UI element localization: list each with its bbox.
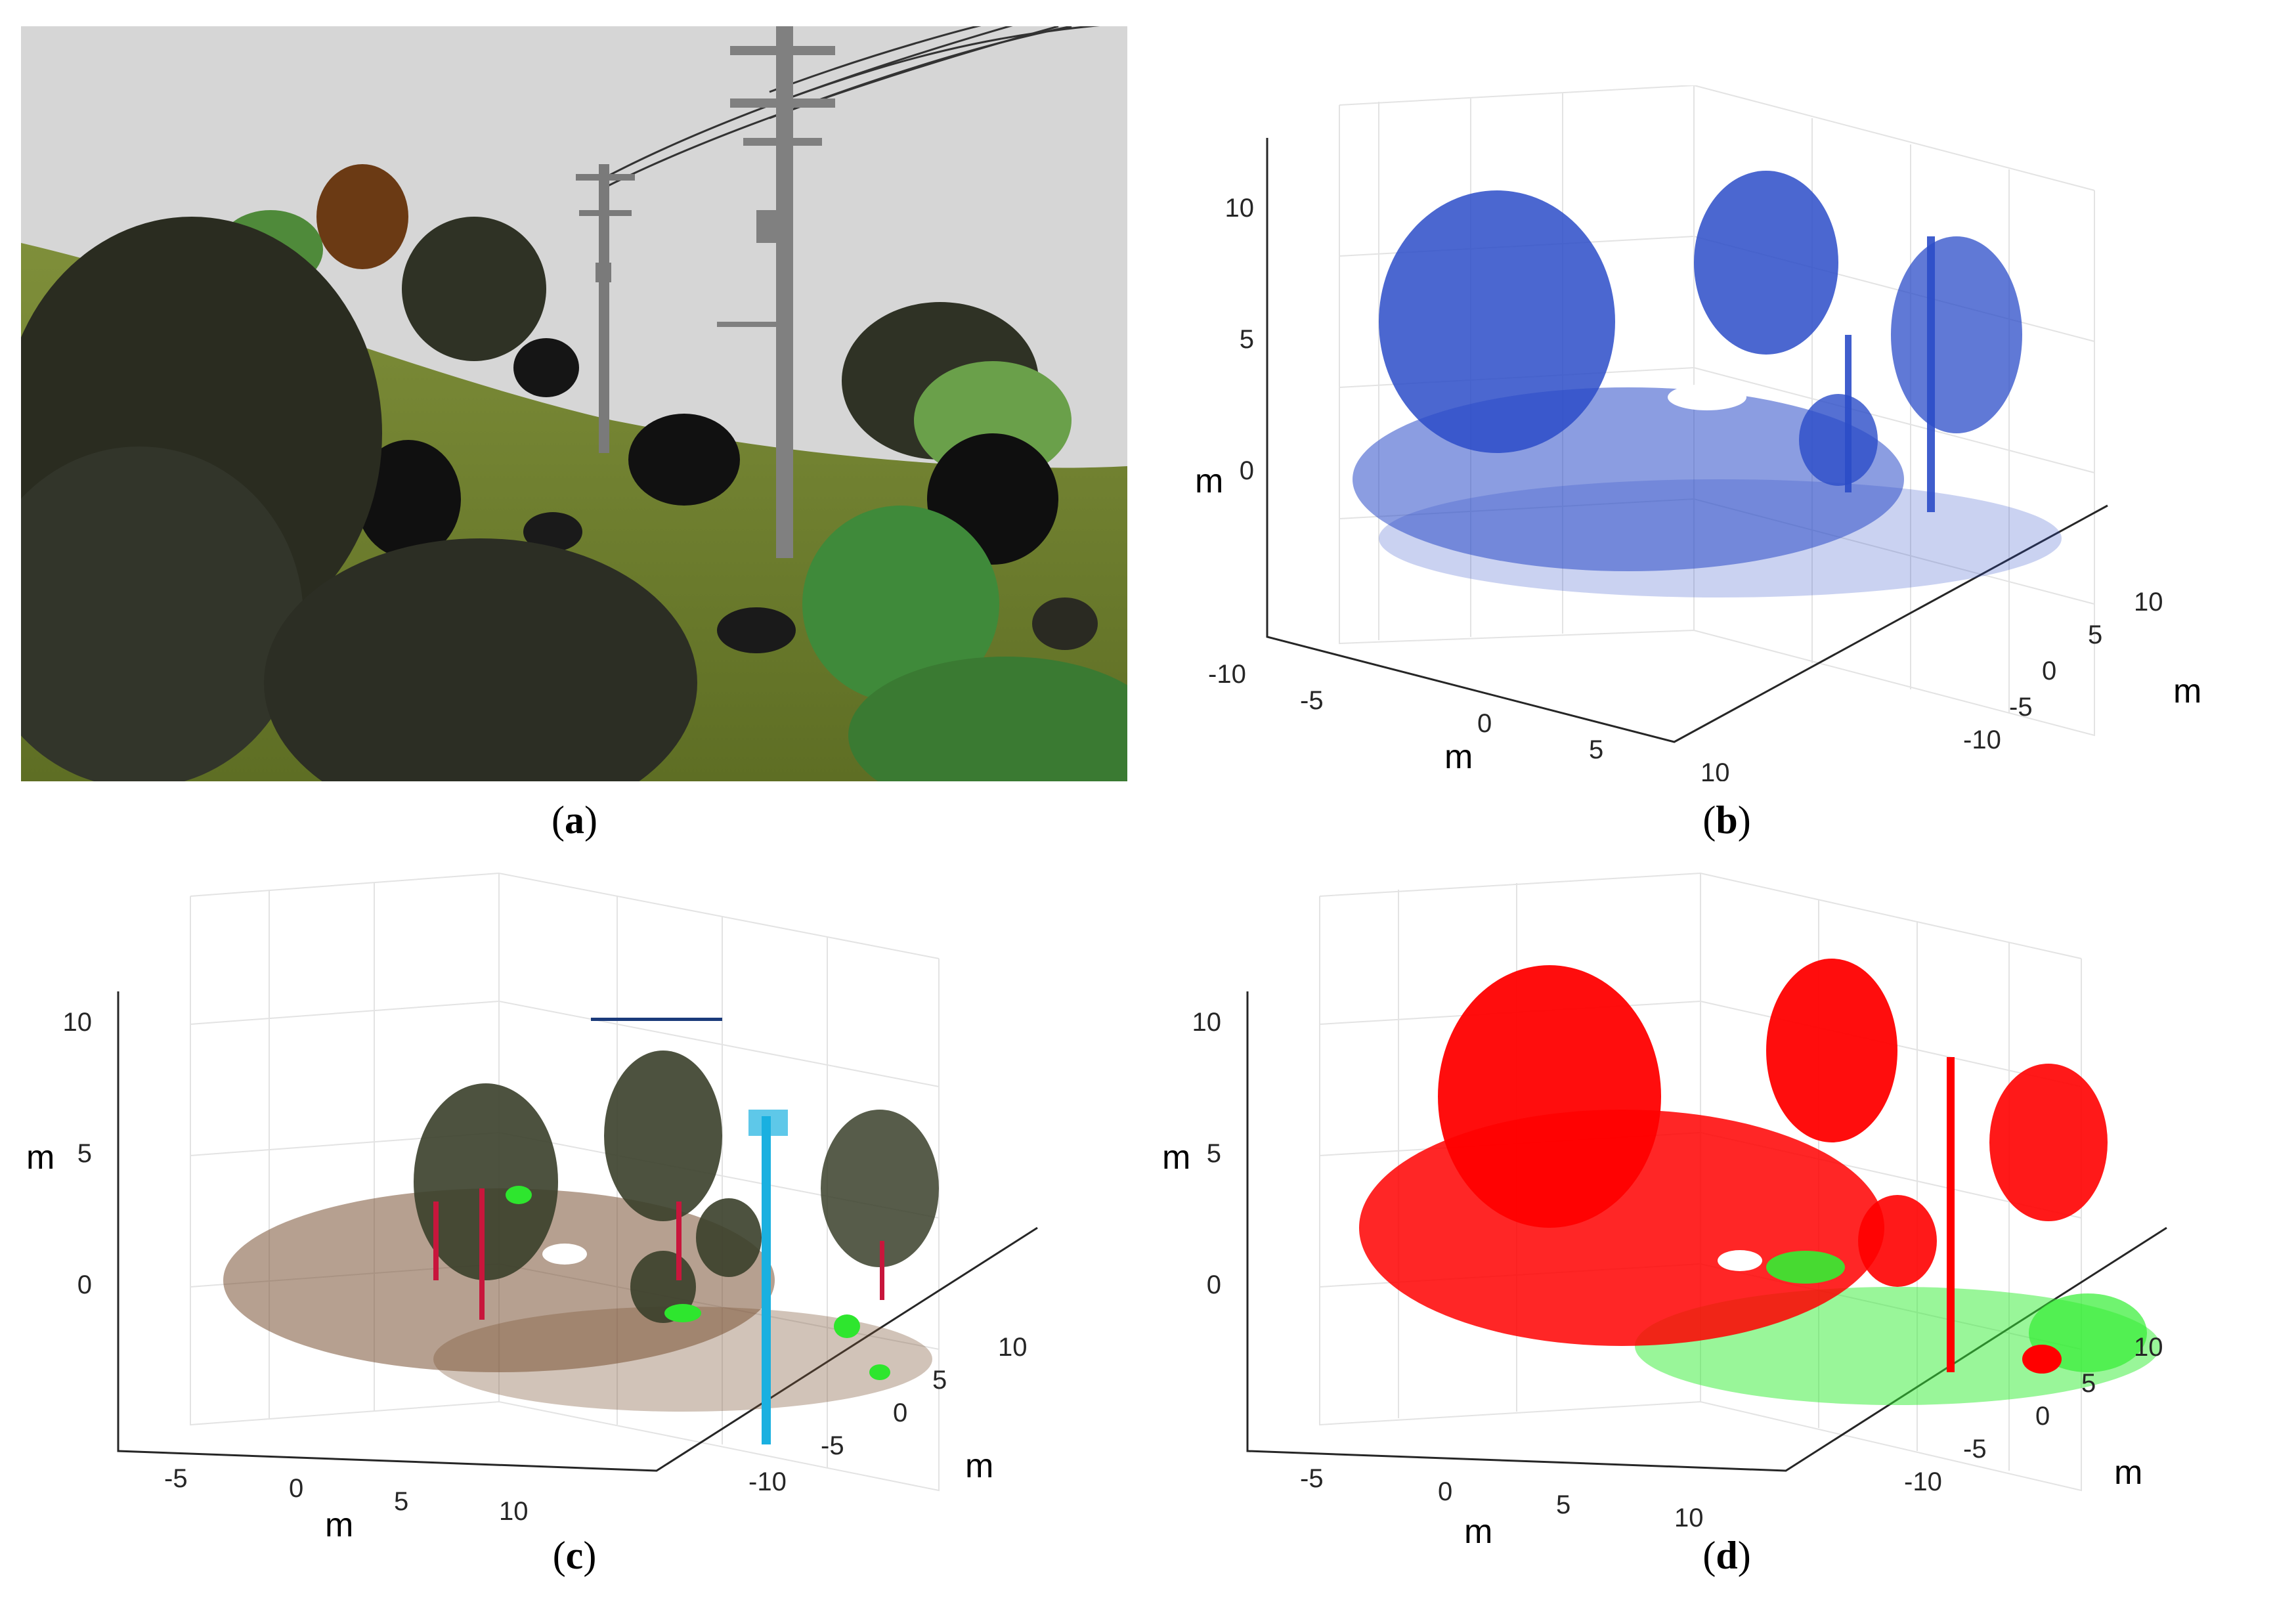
z-tick-c-1: 10 xyxy=(63,1008,93,1037)
x-axis-label-b: m xyxy=(1444,738,1473,776)
x-tick-d-4: 10 xyxy=(1674,1504,1704,1532)
x-tick-d-3: 5 xyxy=(1556,1490,1570,1519)
y-tick-c-4: 5 xyxy=(932,1366,947,1395)
x-tick-c-3: 5 xyxy=(394,1487,408,1516)
caption-d: (d) xyxy=(1702,1534,1751,1577)
z-tick-d-1: 10 xyxy=(1192,1008,1222,1037)
caption-b: (b) xyxy=(1702,798,1751,842)
scene-image xyxy=(21,26,1127,781)
y-tick-d-2: -5 xyxy=(1963,1435,1987,1463)
x-tick-c-4: 10 xyxy=(499,1497,529,1526)
box-edges-c xyxy=(117,991,1038,1472)
y-tick-d-1: -10 xyxy=(1904,1467,1942,1496)
y-tick-b-3: 0 xyxy=(2042,657,2056,685)
z-tick-b-2: 5 xyxy=(1240,325,1254,354)
plot-c: 10 5 0 m -5 0 5 10 m -10 -5 0 5 10 m xyxy=(26,872,1038,1543)
x-tick-b-2: -5 xyxy=(1300,686,1324,715)
z-tick-c-2: 5 xyxy=(77,1139,92,1168)
y-tick-d-3: 0 xyxy=(2035,1402,2050,1431)
y-axis-label-b: m xyxy=(2173,672,2201,710)
y-tick-d-4: 5 xyxy=(2081,1369,2096,1398)
point-cloud-d xyxy=(1359,959,2160,1405)
y-tick-b-4: 5 xyxy=(2088,620,2102,649)
x-tick-d-1: -5 xyxy=(1300,1464,1324,1493)
point-cloud-b xyxy=(1353,171,2062,597)
y-axis-label-d: m xyxy=(2114,1454,2142,1492)
x-tick-c-1: -5 xyxy=(164,1464,188,1493)
y-tick-b-5: 10 xyxy=(2134,588,2163,617)
y-tick-c-1: -10 xyxy=(748,1467,787,1496)
y-tick-c-3: 0 xyxy=(893,1398,907,1427)
x-tick-b-3: 0 xyxy=(1477,709,1492,738)
z-axis-label-d: m xyxy=(1162,1138,1190,1177)
z-tick-c-3: 0 xyxy=(77,1270,92,1299)
z-tick-b-3: 0 xyxy=(1240,456,1254,485)
caption-a: (a) xyxy=(552,798,597,842)
panel-c-plot: 10 5 0 m -5 0 5 10 m -10 -5 0 5 10 m xyxy=(26,860,1142,1543)
plot-d: 10 5 0 m -5 0 5 10 m -10 -5 0 5 10 m xyxy=(1162,872,2167,1543)
caption-a-letter: a xyxy=(565,798,584,842)
panel-a-scene xyxy=(21,26,1127,781)
z-axis-label-c: m xyxy=(26,1138,54,1177)
point-cloud-c xyxy=(223,1018,939,1444)
panel-d-plot: 10 5 0 m -5 0 5 10 m -10 -5 0 5 10 m xyxy=(1162,860,2285,1543)
x-axis-label-d: m xyxy=(1464,1513,1492,1543)
x-tick-c-2: 0 xyxy=(289,1474,303,1503)
trees xyxy=(21,164,1127,781)
x-axis-label-c: m xyxy=(325,1506,353,1543)
caption-c-letter: c xyxy=(565,1534,584,1577)
z-tick-d-2: 5 xyxy=(1207,1139,1221,1168)
x-tick-d-2: 0 xyxy=(1438,1477,1452,1506)
x-tick-b-4: 5 xyxy=(1589,735,1603,764)
utility-pole-far xyxy=(576,164,635,453)
x-tick-b-5: 10 xyxy=(1700,758,1730,781)
y-tick-c-5: 10 xyxy=(998,1333,1028,1362)
box-edges-b xyxy=(1266,138,2108,743)
caption-d-letter: d xyxy=(1716,1534,1738,1577)
y-axis-label-c: m xyxy=(965,1447,993,1485)
x-tick-b-1: -10 xyxy=(1208,660,1246,689)
y-tick-c-2: -5 xyxy=(821,1431,844,1460)
z-tick-d-3: 0 xyxy=(1207,1270,1221,1299)
z-axis-label-b: m xyxy=(1195,462,1223,500)
caption-c: (c) xyxy=(552,1534,597,1577)
y-tick-b-1: -10 xyxy=(1963,726,2001,754)
panel-b-plot: 10 5 0 m -10 -5 0 5 10 m -10 -5 0 5 10 m xyxy=(1156,85,2285,781)
y-tick-d-5: 10 xyxy=(2134,1333,2163,1362)
z-tick-b-1: 10 xyxy=(1225,194,1255,223)
utility-pole-near xyxy=(717,26,835,558)
y-tick-b-2: -5 xyxy=(2009,693,2033,722)
caption-b-letter: b xyxy=(1716,798,1738,842)
power-lines xyxy=(605,26,1100,188)
plot-b: 10 5 0 m -10 -5 0 5 10 m -10 -5 0 5 10 m xyxy=(1195,85,2201,781)
